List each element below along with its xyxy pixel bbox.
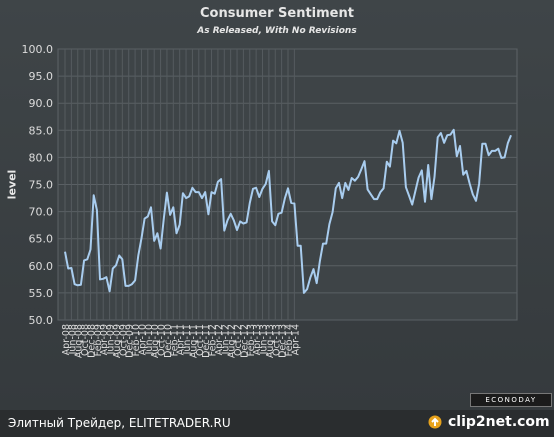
y-tick-label: 100.0 (22, 43, 54, 56)
x-tick-label: Jun-08 (67, 324, 78, 355)
econoday-logo: ECONODAY (470, 393, 552, 407)
x-tick-label: Apr-14 (290, 324, 301, 355)
y-tick-label: 85.0 (29, 124, 54, 137)
x-tick-label: Oct-08 (80, 324, 91, 356)
x-tick-label: Jun-10 (144, 324, 155, 355)
x-tick-label: Feb-14 (284, 324, 295, 356)
x-tick-label: Dec-10 (163, 324, 174, 358)
x-tick-label: Apr-09 (99, 324, 110, 355)
x-tick-label: Aug-08 (74, 324, 85, 358)
footer-bar: Элитный Трейдер, ELITETRADER.RU clip2net… (0, 410, 554, 437)
x-tick-label: Oct-11 (195, 324, 206, 356)
x-tick-label: Aug-09 (112, 324, 123, 358)
x-tick-label: Aug-10 (150, 324, 161, 358)
x-tick-label: Jun-09 (106, 324, 117, 355)
x-tick-label: Dec-11 (201, 324, 212, 358)
chart-subtitle: As Released, With No Revisions (197, 26, 357, 36)
clip2net-brand[interactable]: clip2net.com (448, 414, 550, 430)
clip2net-icon (428, 415, 442, 429)
y-tick-label: 55.0 (29, 287, 54, 300)
x-tick-label: Apr-08 (61, 324, 72, 355)
x-tick-label: Jun-12 (220, 324, 231, 355)
series-line (64, 128, 512, 294)
y-tick-label: 70.0 (29, 206, 54, 219)
x-tick-label: Aug-11 (188, 324, 199, 358)
x-tick-label: Apr-10 (137, 324, 148, 355)
x-tick-label: Dec-13 (278, 324, 289, 358)
x-tick-label: Feb-09 (93, 324, 104, 356)
x-tick-label: Dec-08 (86, 324, 97, 358)
footer-text: Элитный Трейдер, ELITETRADER.RU (8, 416, 231, 430)
x-tick-label: Apr-12 (214, 324, 225, 355)
chart-area: Consumer Sentiment As Released, With No … (0, 0, 554, 410)
x-tick-label: Oct-10 (157, 324, 168, 356)
y-tick-label: 50.0 (29, 314, 54, 327)
y-tick-label: 90.0 (29, 97, 54, 110)
y-tick-label: 65.0 (29, 233, 54, 246)
x-tick-label: Oct-12 (233, 324, 244, 356)
x-tick-label: Oct-13 (271, 324, 282, 356)
x-tick-label: Dec-09 (125, 324, 136, 358)
y-tick-label: 95.0 (29, 70, 54, 83)
x-tick-label: Dec-12 (239, 324, 250, 358)
y-tick-label: 60.0 (29, 260, 54, 273)
x-tick-label: Apr-11 (176, 324, 187, 355)
y-tick-label: 80.0 (29, 151, 54, 164)
x-tick-label: Feb-13 (246, 324, 257, 356)
x-tick-label: Jun-11 (182, 324, 193, 355)
x-tick-label: Feb-10 (131, 324, 142, 356)
x-tick-label: Aug-12 (227, 324, 238, 358)
y-tick-label: 75.0 (29, 179, 54, 192)
x-tick-label: Aug-13 (265, 324, 276, 358)
x-tick-label: Feb-11 (169, 324, 180, 356)
x-tick-label: Apr-13 (252, 324, 263, 355)
x-tick-label: Feb-12 (208, 324, 219, 356)
line-chart: 100.0 95.0 90.0 85.0 80.0 75.0 70.0 65.0 60.0 55.… (22, 43, 518, 358)
x-tick-label: Oct-09 (118, 324, 129, 356)
chart-title: Consumer Sentiment (200, 6, 354, 21)
x-tick-label: Jun-13 (259, 324, 270, 355)
